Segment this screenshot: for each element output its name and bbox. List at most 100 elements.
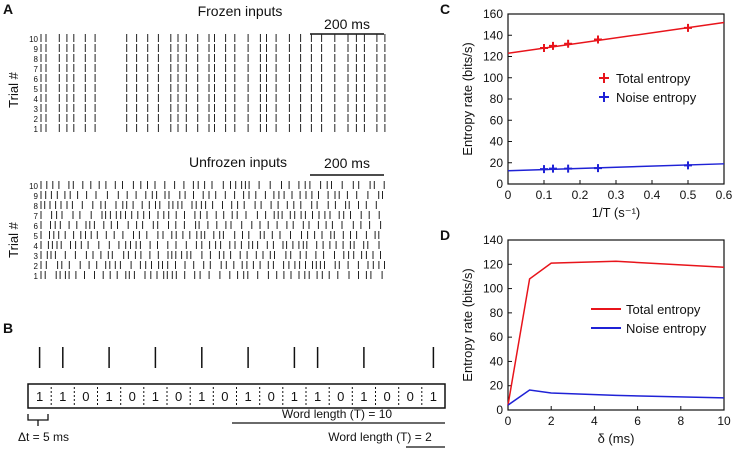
bit-sequence-box bbox=[27, 383, 446, 409]
dt-bracket bbox=[27, 414, 49, 426]
x-tick-label: 0.4 bbox=[644, 188, 661, 202]
x-tick-label: 8 bbox=[677, 414, 684, 428]
x-tick-label: 0.2 bbox=[572, 188, 589, 202]
frozen-ylabel: Trial # bbox=[6, 71, 21, 107]
chart-c: 0 0.1 0.2 0.3 0.4 0.5 0.6 0 20 40 60 80 100 120 140 160… bbox=[460, 7, 733, 220]
data-point bbox=[684, 23, 692, 32]
bit-value: 0 bbox=[129, 389, 136, 404]
bit-value: 1 bbox=[291, 389, 298, 404]
series-line bbox=[507, 389, 725, 406]
y-axis-label: Entropy rate (bits/s) bbox=[460, 42, 475, 155]
x-tick-label: 4 bbox=[591, 414, 598, 428]
bit-value: 1 bbox=[314, 389, 321, 404]
trial-label: 10 bbox=[29, 182, 38, 191]
bit-value: 0 bbox=[82, 389, 89, 404]
trial-label: 4 bbox=[34, 95, 39, 104]
unfrozen-title: Unfrozen inputs bbox=[189, 154, 287, 170]
unfrozen-ylabel: Trial # bbox=[6, 221, 21, 257]
bit-sequence: 1 1 0 1 0 1 0 1 0 1 0 1 1 0 1 0 0 1 bbox=[36, 387, 437, 405]
x-tick-label: 0 bbox=[505, 188, 512, 202]
unfrozen-raster bbox=[40, 181, 385, 279]
y-tick-label: 160 bbox=[483, 7, 503, 21]
bit-value: 0 bbox=[221, 389, 228, 404]
bit-value: 0 bbox=[268, 389, 275, 404]
x-tick-label: 10 bbox=[717, 414, 731, 428]
x-tick-label: 6 bbox=[634, 414, 641, 428]
trial-label: 5 bbox=[34, 85, 39, 94]
trial-label: 2 bbox=[34, 262, 39, 271]
bit-value: 1 bbox=[198, 389, 205, 404]
y-tick-label: 120 bbox=[483, 50, 503, 64]
bit-value: 1 bbox=[244, 389, 251, 404]
bit-value: 1 bbox=[36, 389, 43, 404]
data-point bbox=[564, 39, 573, 48]
data-point bbox=[549, 164, 557, 173]
data-point bbox=[549, 41, 557, 50]
bit-value: 0 bbox=[383, 389, 390, 404]
data-point bbox=[540, 165, 548, 174]
data-point bbox=[594, 164, 602, 173]
bit-value: 1 bbox=[152, 389, 159, 404]
trial-label: 3 bbox=[34, 105, 39, 114]
word-length-2-label: Word length (T) = 2 bbox=[328, 430, 432, 444]
x-axis-label: 1/T (s⁻¹) bbox=[592, 205, 641, 220]
bit-value: 0 bbox=[407, 389, 414, 404]
frozen-title: Frozen inputs bbox=[198, 3, 283, 19]
y-tick-label: 20 bbox=[490, 156, 504, 170]
data-point bbox=[594, 35, 602, 44]
y-tick-label: 140 bbox=[483, 233, 503, 247]
panel-d-letter: D bbox=[440, 227, 450, 243]
bit-value: 1 bbox=[105, 389, 112, 404]
unfrozen-scalebar-label: 200 ms bbox=[324, 155, 370, 171]
y-tick-label: 140 bbox=[483, 28, 503, 42]
trial-label: 2 bbox=[34, 115, 39, 124]
frozen-raster bbox=[40, 34, 386, 132]
legend-label: Noise entropy bbox=[616, 90, 697, 105]
trial-label: 6 bbox=[34, 75, 39, 84]
x-tick-label: 0.1 bbox=[536, 188, 553, 202]
data-point bbox=[564, 164, 573, 173]
y-tick-label: 100 bbox=[483, 282, 503, 296]
x-tick-label: 0.5 bbox=[680, 188, 697, 202]
legend-label: Total entropy bbox=[616, 71, 691, 86]
y-axis-label: Entropy rate (bits/s) bbox=[460, 268, 475, 381]
trial-label: 9 bbox=[34, 45, 39, 54]
bit-value: 0 bbox=[175, 389, 182, 404]
y-tick-label: 40 bbox=[490, 354, 504, 368]
series-line bbox=[507, 260, 725, 406]
trial-label: 4 bbox=[34, 242, 39, 251]
panel-a-letter: A bbox=[3, 1, 13, 17]
bit-value: 1 bbox=[360, 389, 367, 404]
y-tick-label: 60 bbox=[490, 113, 504, 127]
x-tick-label: 0 bbox=[505, 414, 512, 428]
y-tick-label: 20 bbox=[490, 379, 504, 393]
trial-label: 8 bbox=[34, 202, 39, 211]
data-point bbox=[540, 44, 548, 52]
legend-label: Total entropy bbox=[626, 302, 701, 317]
trial-label: 5 bbox=[34, 232, 39, 241]
trial-label: 10 bbox=[29, 35, 38, 44]
trial-label: 7 bbox=[34, 212, 39, 221]
bit-value: 0 bbox=[337, 389, 344, 404]
trial-label: 3 bbox=[34, 252, 39, 261]
bit-value: 1 bbox=[59, 389, 66, 404]
data-point bbox=[684, 161, 692, 170]
trial-label: 6 bbox=[34, 222, 39, 231]
y-tick-label: 0 bbox=[496, 403, 503, 417]
legend-marker bbox=[599, 92, 609, 102]
x-axis-label: δ (ms) bbox=[598, 431, 635, 446]
x-tick-label: 2 bbox=[548, 414, 555, 428]
trial-label: 8 bbox=[34, 55, 39, 64]
y-tick-label: 80 bbox=[490, 306, 504, 320]
panel-b-spikes bbox=[38, 347, 435, 368]
y-tick-label: 100 bbox=[483, 71, 503, 85]
plot-frame bbox=[507, 239, 725, 411]
frozen-scalebar-label: 200 ms bbox=[324, 16, 370, 32]
bit-value: 1 bbox=[430, 389, 437, 404]
x-tick-label: 0.3 bbox=[608, 188, 625, 202]
y-tick-label: 40 bbox=[490, 135, 504, 149]
